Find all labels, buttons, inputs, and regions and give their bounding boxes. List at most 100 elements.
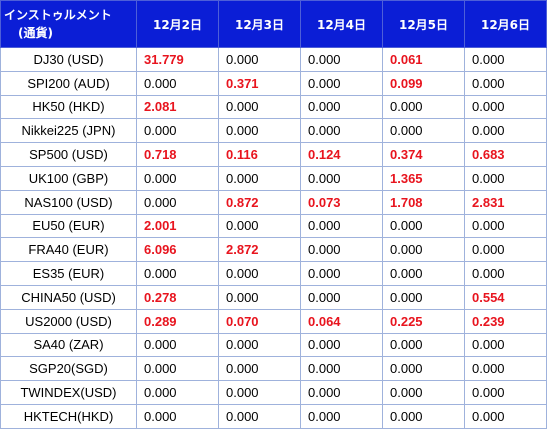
dividend-value-cell: 0.371 xyxy=(218,70,301,96)
table-row: Nikkei225 (JPN) 0.000 0.000 0.000 0.000 0.000 xyxy=(0,118,547,144)
instrument-header: インストゥルメント (通貨) xyxy=(0,0,137,48)
table-row: CHINA50 (USD) 0.278 0.000 0.000 0.000 0.554 xyxy=(0,284,547,310)
dividend-value-cell: 2.001 xyxy=(136,213,219,239)
dividend-value-cell: 0.000 xyxy=(382,380,465,405)
dividend-value-cell: 0.289 xyxy=(136,308,219,334)
table-row: SP500 (USD) 0.718 0.116 0.124 0.374 0.683 xyxy=(0,142,547,167)
dividend-value-cell: 2.872 xyxy=(218,237,301,263)
table-row: ES35 (EUR) 0.000 0.000 0.000 0.000 0.000 xyxy=(0,261,547,286)
instrument-name: CHINA50 (USD) xyxy=(0,284,137,310)
instrument-name: US2000 (USD) xyxy=(0,308,137,334)
dividend-value-cell: 0.000 xyxy=(136,118,219,144)
dividend-value-cell: 2.831 xyxy=(464,189,547,215)
instrument-name: SPI200 (AUD) xyxy=(0,70,137,96)
dividend-value-cell: 0.064 xyxy=(300,308,383,334)
dividend-value-cell: 0.000 xyxy=(464,380,547,405)
dividend-value-cell: 0.000 xyxy=(300,165,383,191)
dividend-value-cell: 0.000 xyxy=(464,70,547,96)
table-row: EU50 (EUR) 2.001 0.000 0.000 0.000 0.000 xyxy=(0,213,547,239)
table-row: HKTECH(HKD) 0.000 0.000 0.000 0.000 0.000 xyxy=(0,403,547,429)
dividend-value-cell: 0.073 xyxy=(300,189,383,215)
table-row: SPI200 (AUD) 0.000 0.371 0.000 0.099 0.000 xyxy=(0,70,547,96)
dividend-value-cell: 0.718 xyxy=(136,142,219,167)
dividend-value-cell: 0.278 xyxy=(136,284,219,310)
dividend-value-cell: 0.000 xyxy=(464,118,547,144)
table-row: NAS100 (USD) 0.000 0.872 0.073 1.708 2.831 xyxy=(0,189,547,215)
instrument-name: EU50 (EUR) xyxy=(0,213,137,239)
dividend-value-cell: 0.116 xyxy=(218,142,301,167)
dividend-value-cell: 0.000 xyxy=(464,332,547,358)
instrument-name: TWINDEX(USD) xyxy=(0,380,137,405)
dividend-value-cell: 0.239 xyxy=(464,308,547,334)
dividend-value-cell: 0.000 xyxy=(300,380,383,405)
dividend-value-cell: 0.000 xyxy=(464,165,547,191)
dividend-value-cell: 0.000 xyxy=(218,380,301,405)
dividend-value-cell: 0.000 xyxy=(382,356,465,382)
dividend-value-cell: 1.365 xyxy=(382,165,465,191)
dividend-value-cell: 0.000 xyxy=(218,356,301,382)
dividend-value-cell: 0.000 xyxy=(136,261,219,286)
dividend-value-cell: 0.000 xyxy=(464,47,547,72)
dividend-value-cell: 0.000 xyxy=(136,165,219,191)
table-row: FRA40 (EUR) 6.096 2.872 0.000 0.000 0.000 xyxy=(0,237,547,263)
dividend-value-cell: 0.000 xyxy=(218,47,301,72)
dividend-value-cell: 0.000 xyxy=(136,403,219,429)
table-row: DJ30 (USD) 31.779 0.000 0.000 0.061 0.000 xyxy=(0,47,547,72)
instrument-name: Nikkei225 (JPN) xyxy=(0,118,137,144)
table-row: TWINDEX(USD) 0.000 0.000 0.000 0.000 0.000 xyxy=(0,380,547,405)
dividend-value-cell: 0.124 xyxy=(300,142,383,167)
dividend-value-cell: 0.000 xyxy=(300,356,383,382)
table-body: DJ30 (USD) 31.779 0.000 0.000 0.061 0.000 SPI2… xyxy=(0,47,547,429)
instrument-name: SGP20(SGD) xyxy=(0,356,137,382)
dividend-value-cell: 0.000 xyxy=(464,403,547,429)
dividend-value-cell: 0.000 xyxy=(300,213,383,239)
instrument-name: FRA40 (EUR) xyxy=(0,237,137,263)
instrument-name: HKTECH(HKD) xyxy=(0,403,137,429)
dividend-value-cell: 0.099 xyxy=(382,70,465,96)
dividend-value-cell: 0.000 xyxy=(300,118,383,144)
dividend-value-cell: 0.000 xyxy=(464,94,547,120)
instrument-name: ES35 (EUR) xyxy=(0,261,137,286)
dividend-value-cell: 1.708 xyxy=(382,189,465,215)
dividend-value-cell: 0.000 xyxy=(382,213,465,239)
dividend-value-cell: 0.000 xyxy=(136,332,219,358)
dividend-value-cell: 0.683 xyxy=(464,142,547,167)
table-row: SGP20(SGD) 0.000 0.000 0.000 0.000 0.000 xyxy=(0,356,547,382)
dividend-value-cell: 0.000 xyxy=(382,118,465,144)
date-header: 12月2日 xyxy=(136,0,219,48)
dividend-value-cell: 0.061 xyxy=(382,47,465,72)
dividend-value-cell: 0.000 xyxy=(300,237,383,263)
date-header: 12月5日 xyxy=(382,0,465,48)
dividend-value-cell: 0.000 xyxy=(382,403,465,429)
dividend-value-cell: 0.000 xyxy=(136,189,219,215)
dividend-value-cell: 0.000 xyxy=(218,403,301,429)
table-row: HK50 (HKD) 2.081 0.000 0.000 0.000 0.000 xyxy=(0,94,547,120)
dividend-value-cell: 0.000 xyxy=(300,47,383,72)
dividend-value-cell: 0.000 xyxy=(218,284,301,310)
instrument-name: HK50 (HKD) xyxy=(0,94,137,120)
date-header: 12月6日 xyxy=(464,0,547,48)
dividend-value-cell: 0.000 xyxy=(464,356,547,382)
currency-header-label: (通貨) xyxy=(18,26,53,40)
dividend-value-cell: 0.000 xyxy=(300,284,383,310)
dividend-value-cell: 0.000 xyxy=(218,118,301,144)
instrument-name: NAS100 (USD) xyxy=(0,189,137,215)
dividend-value-cell: 0.000 xyxy=(300,70,383,96)
header-row: インストゥルメント (通貨) 12月2日 12月3日 12月4日 12月5日 1… xyxy=(0,0,547,48)
date-header: 12月4日 xyxy=(300,0,383,48)
dividend-value-cell: 0.000 xyxy=(300,261,383,286)
dividend-value-cell: 0.554 xyxy=(464,284,547,310)
dividend-value-cell: 0.000 xyxy=(382,237,465,263)
instrument-name: UK100 (GBP) xyxy=(0,165,137,191)
dividend-value-cell: 0.000 xyxy=(136,356,219,382)
dividend-value-cell: 6.096 xyxy=(136,237,219,263)
table-row: SA40 (ZAR) 0.000 0.000 0.000 0.000 0.000 xyxy=(0,332,547,358)
date-header: 12月3日 xyxy=(218,0,301,48)
dividend-value-cell: 0.000 xyxy=(136,380,219,405)
dividend-value-cell: 0.225 xyxy=(382,308,465,334)
dividend-value-cell: 0.000 xyxy=(136,70,219,96)
table-row: US2000 (USD) 0.289 0.070 0.064 0.225 0.239 xyxy=(0,308,547,334)
dividend-value-cell: 0.000 xyxy=(218,94,301,120)
dividend-value-cell: 0.374 xyxy=(382,142,465,167)
dividend-value-cell: 31.779 xyxy=(136,47,219,72)
